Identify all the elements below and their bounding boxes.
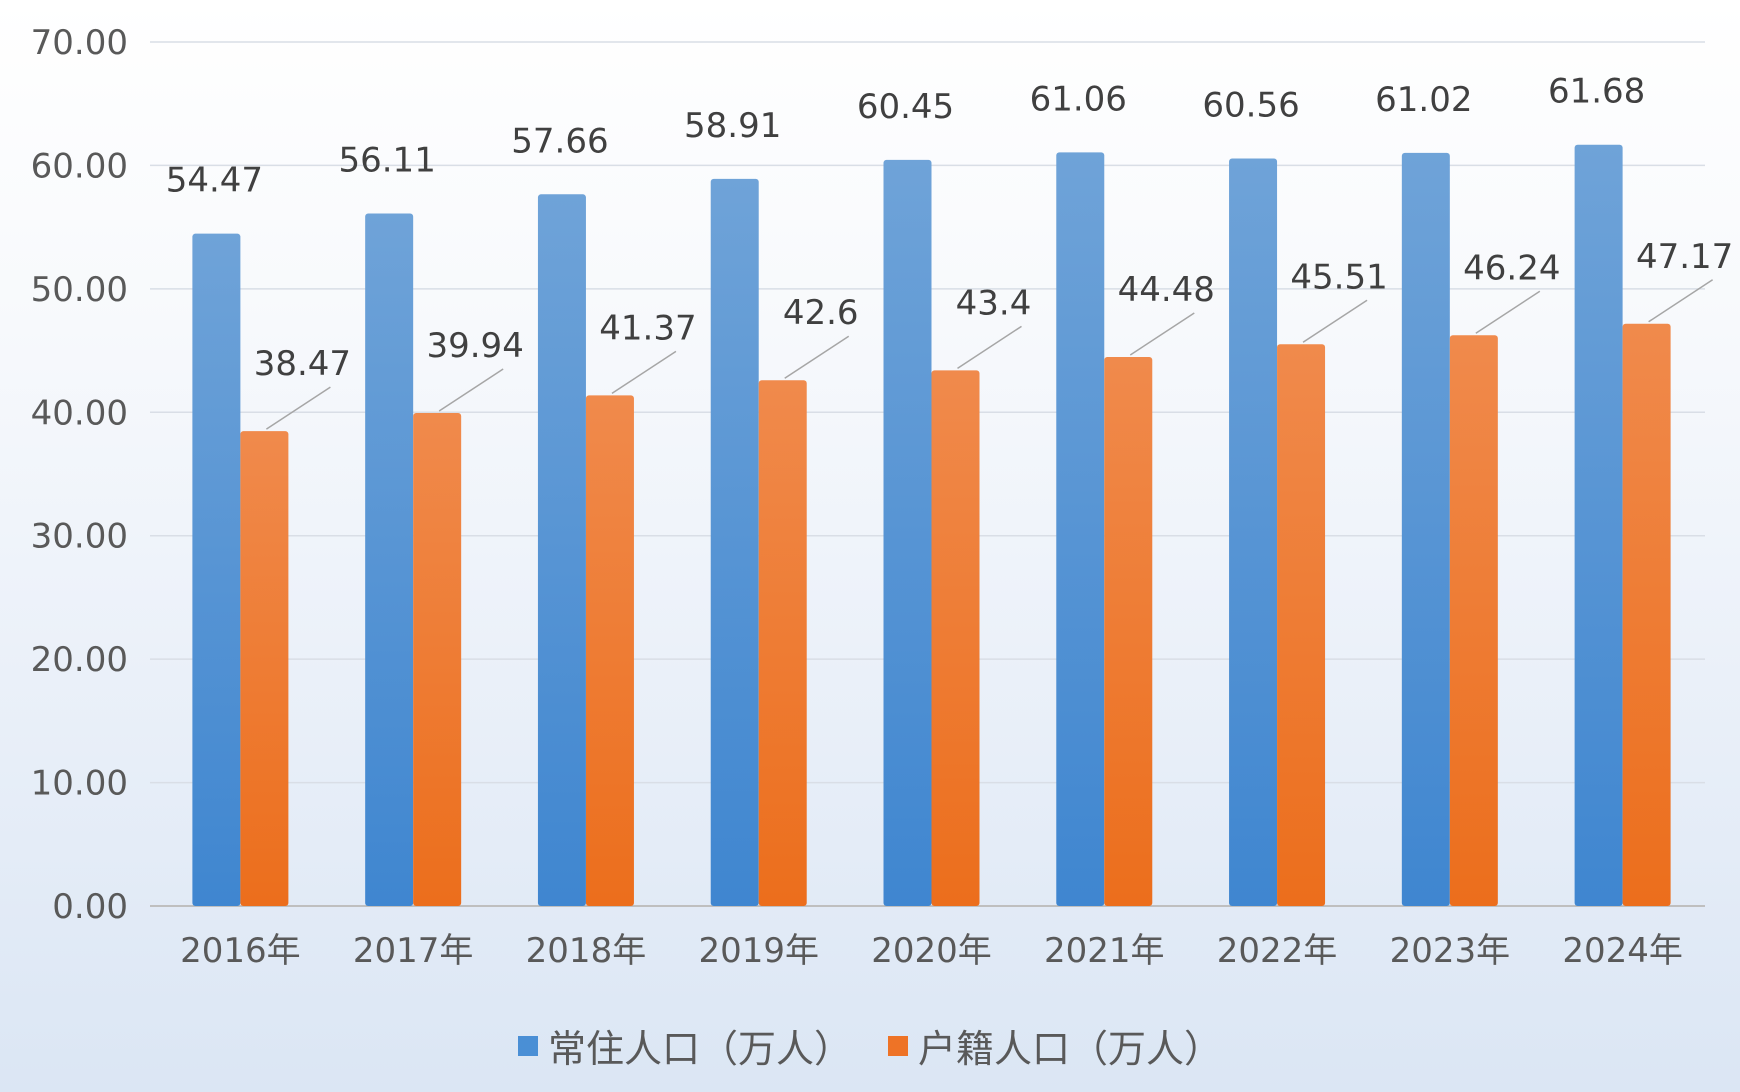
bar-resident <box>192 233 241 906</box>
legend-item-registered: 户籍人口（万人） <box>888 1018 1222 1073</box>
bar-resident <box>365 213 414 907</box>
x-tick-label: 2024年 <box>1562 931 1683 971</box>
x-tick-label: 2019年 <box>698 931 819 971</box>
leader-line <box>265 386 331 430</box>
data-label-resident: 60.45 <box>857 87 954 127</box>
data-label-registered: 41.37 <box>599 308 696 348</box>
bar-registered <box>1622 323 1671 906</box>
chart-svg: 0.0010.0020.0030.0040.0050.0060.0070.00 … <box>31 23 1734 971</box>
x-tick-label: 2020年 <box>871 931 992 971</box>
leader-line <box>1648 279 1714 323</box>
data-label-registered: 38.47 <box>254 344 351 384</box>
data-label-resident: 61.06 <box>1030 79 1127 119</box>
bar-registered <box>1449 335 1498 906</box>
bar-registered <box>585 395 634 906</box>
bar-registered <box>758 380 807 906</box>
y-tick-label: 70.00 <box>31 23 128 63</box>
bar-registered <box>240 431 289 906</box>
data-label-registered: 46.24 <box>1463 248 1560 288</box>
bar-resident <box>537 194 586 906</box>
data-label-resident: 56.11 <box>338 140 435 180</box>
y-tick-label: 40.00 <box>31 393 128 433</box>
data-label-resident: 54.47 <box>166 161 263 201</box>
y-axis: 0.00 10.00 20.00 30.00 40.00 50.00 60.00 70.00 <box>31 23 128 927</box>
bar-registered <box>413 413 462 906</box>
legend-label-registered: 户籍人口（万人） <box>918 1027 1223 1071</box>
leader-line <box>1475 290 1541 334</box>
legend-swatch-resident <box>517 1035 538 1056</box>
bar-resident <box>1056 152 1105 906</box>
data-label-registered: 42.6 <box>783 293 859 333</box>
data-label-registered: 39.94 <box>426 326 523 366</box>
x-tick-label: 2022年 <box>1217 931 1338 971</box>
x-tick-label: 2023年 <box>1390 931 1511 971</box>
bar-resident <box>1401 152 1450 906</box>
bar-registered <box>931 370 980 906</box>
legend: 常住人口（万人） 户籍人口（万人） <box>0 1018 1740 1073</box>
bar-resident <box>710 178 759 907</box>
leader-lines <box>265 279 1714 430</box>
leader-line <box>784 335 850 379</box>
leader-line <box>957 325 1022 369</box>
y-tick-label: 50.00 <box>31 270 128 310</box>
leader-line <box>438 368 504 412</box>
data-label-resident: 61.02 <box>1375 80 1472 120</box>
data-label-resident: 60.56 <box>1202 86 1299 126</box>
data-label-registered: 44.48 <box>1118 270 1215 310</box>
data-label-registered: 45.51 <box>1290 257 1387 297</box>
x-tick-label: 2017年 <box>353 931 474 971</box>
data-labels: 54.47 38.47 56.11 39.94 57.66 41.37 58.91 42.6 6… <box>166 72 1734 384</box>
data-label-registered: 43.4 <box>956 283 1032 323</box>
y-tick-label: 20.00 <box>31 640 128 680</box>
data-label-resident: 57.66 <box>511 121 608 161</box>
x-tick-label: 2018年 <box>526 931 647 971</box>
leader-line <box>1302 299 1368 343</box>
bar-registered <box>1104 356 1153 906</box>
bar-resident <box>883 159 932 907</box>
data-label-resident: 58.91 <box>684 106 781 146</box>
leader-line <box>1129 312 1195 356</box>
x-tick-label: 2016年 <box>180 931 301 971</box>
legend-label-resident: 常住人口（万人） <box>547 1027 852 1071</box>
data-label-resident: 61.68 <box>1548 72 1645 112</box>
bars <box>192 144 1671 907</box>
x-axis: 2016年 2017年 2018年 2019年 2020年 2021年 2022年 2023年… <box>180 931 1683 971</box>
y-tick-label: 30.00 <box>31 517 128 557</box>
x-tick-label: 2021年 <box>1044 931 1165 971</box>
bar-resident <box>1574 144 1623 906</box>
y-tick-label: 10.00 <box>31 764 128 804</box>
y-tick-label: 0.00 <box>52 887 128 927</box>
y-tick-label: 60.00 <box>31 146 128 186</box>
bar-registered <box>1277 344 1326 906</box>
bar-resident <box>1229 158 1278 906</box>
data-label-registered: 47.17 <box>1636 237 1733 277</box>
leader-line <box>611 350 677 395</box>
legend-item-resident: 常住人口（万人） <box>517 1018 852 1073</box>
legend-swatch-registered <box>888 1035 908 1056</box>
